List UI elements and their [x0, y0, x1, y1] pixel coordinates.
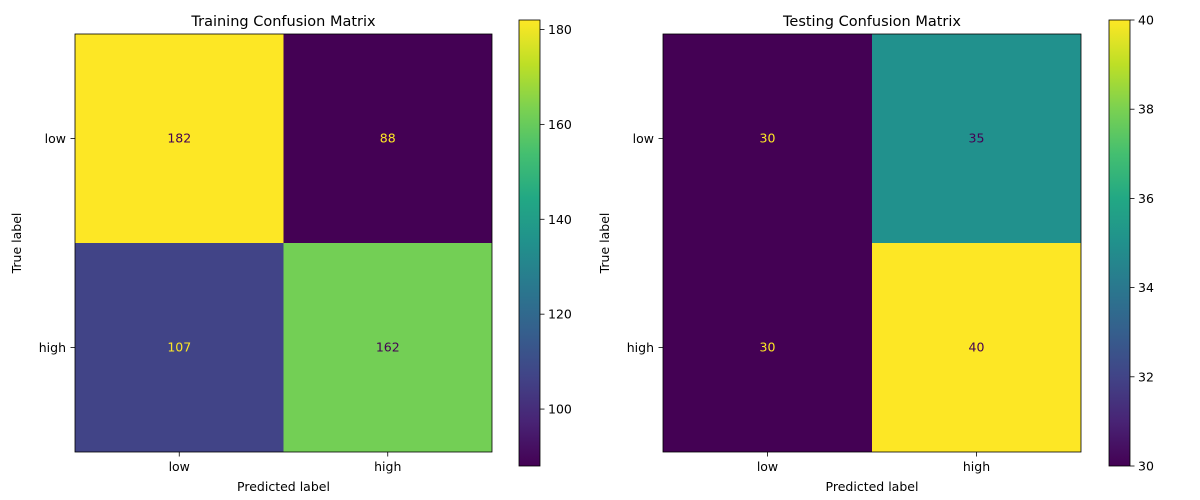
x-tick-label: low — [757, 459, 778, 474]
x-axis-label: Predicted label — [826, 479, 919, 494]
cell-value-label: 30 — [760, 340, 776, 355]
matrix-cell — [663, 34, 872, 243]
panel-training: 182 88 107 162 Training Confusion Matrix low h… — [9, 14, 572, 494]
x-tick-label: low — [169, 459, 190, 474]
y-axis-label: True label — [597, 213, 612, 275]
y-tick-label: low — [633, 131, 654, 146]
colorbar-tick-label: 100 — [548, 402, 572, 417]
colorbar-tick-label: 160 — [548, 117, 572, 132]
x-tick-label: high — [374, 459, 401, 474]
matrix-cell — [872, 34, 1081, 243]
axes-frame — [662, 33, 1082, 453]
y-tick-label: high — [627, 340, 654, 355]
cell-value-label: 30 — [760, 131, 776, 146]
matrix-cell — [663, 243, 872, 452]
colorbar — [518, 19, 541, 467]
colorbar-tick-label: 38 — [1138, 102, 1154, 117]
axes-frame — [74, 33, 493, 453]
y-tick-label: high — [39, 340, 66, 355]
cell-value-label: 35 — [969, 131, 985, 146]
y-axis-label: True label — [9, 213, 24, 275]
colorbar-tick-label: 180 — [548, 22, 572, 37]
cell-value-label: 88 — [380, 131, 396, 146]
panel-testing: 30 35 30 40 Testing Confusion Matrix low high l… — [597, 13, 1154, 495]
colorbar-tick-label: 32 — [1138, 369, 1154, 384]
y-tick-label: low — [45, 131, 66, 146]
matrix-cell — [283, 243, 492, 452]
colorbar-tick-label: 36 — [1138, 191, 1154, 206]
colorbar-tick-label: 140 — [548, 212, 572, 227]
chart-title: Training Confusion Matrix — [190, 14, 376, 30]
chart-title: Testing Confusion Matrix — [782, 14, 961, 30]
matrix-cell — [283, 34, 492, 243]
cell-value-label: 162 — [376, 340, 400, 355]
matrix-cell — [75, 243, 284, 452]
x-axis-label: Predicted label — [237, 479, 330, 494]
cell-value-label: 182 — [167, 131, 191, 146]
colorbar — [1108, 19, 1131, 467]
cell-value-label: 40 — [969, 340, 985, 355]
cell-value-label: 107 — [167, 340, 191, 355]
colorbar-tick-label: 120 — [548, 307, 572, 322]
colorbar-tick-label: 34 — [1138, 280, 1154, 295]
matrix-cell — [75, 34, 284, 243]
x-tick-label: high — [963, 459, 990, 474]
matrix-cell — [872, 243, 1081, 452]
colorbar-tick-label: 30 — [1138, 459, 1154, 474]
colorbar-tick-label: 40 — [1138, 13, 1154, 28]
